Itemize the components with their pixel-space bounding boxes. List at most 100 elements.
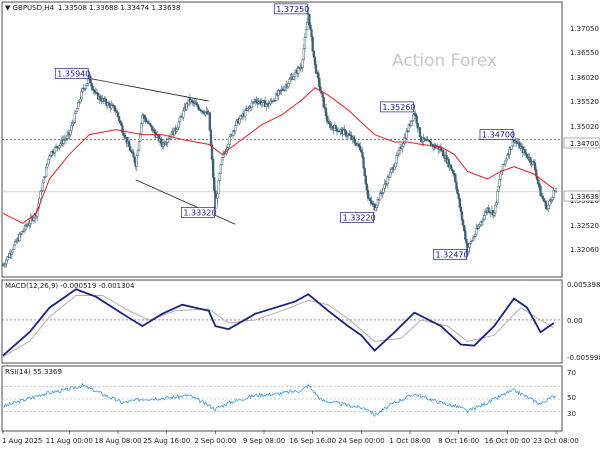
- price-label-annotations: 1.35940 1.33320 1.37250 1.35260 1.33220 1.324…: [54, 3, 515, 260]
- price-label-text: 1.32470: [436, 250, 469, 259]
- candle-body: [228, 136, 231, 145]
- current-price-box: [563, 190, 600, 202]
- candle-body: [255, 99, 258, 102]
- macd-tick-label: -0.005998: [567, 354, 600, 362]
- price-label-box: [433, 249, 467, 260]
- candle-body: [44, 166, 48, 177]
- candle-body: [135, 155, 138, 168]
- price-label-text: 1.37250: [276, 5, 309, 14]
- candle-body: [87, 78, 90, 84]
- candle-body: [451, 170, 455, 174]
- candle-body: [10, 251, 13, 255]
- candle-body: [217, 180, 220, 195]
- candle-body: [213, 177, 216, 191]
- candle-body: [479, 221, 482, 225]
- candle-body: [268, 103, 271, 107]
- trend-line: [135, 179, 236, 225]
- candle-body: [482, 215, 486, 221]
- candle-body: [419, 136, 423, 142]
- candle-body: [304, 29, 308, 38]
- candle-body: [308, 13, 311, 26]
- price-label-box: [380, 101, 414, 113]
- candle-body: [498, 179, 501, 187]
- x-tick-label: 1 Aug 2025: [2, 437, 42, 445]
- candle-body: [468, 242, 471, 248]
- candle-body: [364, 175, 367, 185]
- collapse-triangle-icon[interactable]: ▼: [5, 4, 13, 12]
- candle-body: [144, 118, 147, 122]
- candle-body: [510, 145, 513, 150]
- rsi-series: [2, 382, 562, 417]
- candle-body: [363, 167, 366, 177]
- macd-tick-label: 0.00: [567, 317, 583, 325]
- price-label-box: [181, 207, 215, 218]
- candle-body: [133, 157, 136, 164]
- level-label-box: [563, 137, 600, 149]
- candle-body: [529, 157, 532, 163]
- candle-body: [218, 173, 221, 181]
- price-label-text: 1.33320: [183, 208, 216, 217]
- candle-body: [458, 198, 461, 208]
- candle-body: [65, 134, 69, 139]
- candle-body: [541, 195, 544, 199]
- x-tick-label: 23 Oct 08:00: [533, 437, 579, 445]
- candle-body: [449, 164, 453, 170]
- candle-body: [352, 136, 355, 140]
- candle-body: [538, 183, 541, 187]
- candle-body: [357, 143, 361, 147]
- symbol-label: GBPUSD,H4: [13, 4, 55, 12]
- candle-body: [369, 197, 372, 201]
- candle-body: [460, 211, 464, 221]
- price-label-text: 1.35260: [382, 103, 415, 112]
- candle-body: [314, 64, 318, 74]
- candle-body: [235, 120, 238, 126]
- candle-body: [116, 112, 120, 117]
- candle-body: [318, 77, 321, 88]
- candle-body: [526, 154, 529, 158]
- candle-body: [496, 190, 499, 203]
- price-label-text: 1.34700: [482, 131, 515, 140]
- candle-body: [175, 129, 178, 132]
- candle-body: [402, 143, 405, 147]
- candle-body: [143, 115, 146, 119]
- rsi-panel-frame: [1, 365, 563, 432]
- candle-body: [310, 29, 313, 38]
- candle-body: [334, 125, 338, 130]
- candle-body: [344, 130, 348, 136]
- candle-body: [140, 123, 143, 134]
- candle-body: [439, 147, 443, 151]
- candle-body: [250, 102, 253, 108]
- candle-body: [234, 125, 237, 131]
- price-label-box: [54, 68, 89, 79]
- candle-body: [283, 86, 287, 91]
- candle-body: [454, 174, 457, 183]
- candle-body: [93, 90, 96, 93]
- level-axis-label: 1.34700: [570, 140, 599, 148]
- candle-body: [122, 132, 125, 136]
- candle-body: [506, 155, 509, 160]
- candle-body: [547, 204, 550, 209]
- candle-body: [397, 149, 401, 155]
- rsi-tick-label: 50: [567, 394, 576, 402]
- candle-body: [477, 225, 480, 229]
- candle-body: [136, 149, 140, 156]
- candle-body: [120, 122, 123, 126]
- candle-body: [148, 122, 152, 126]
- candle-body: [393, 166, 396, 170]
- candle-body: [390, 169, 393, 173]
- candle-body: [197, 106, 200, 110]
- candle-body: [18, 233, 21, 242]
- candle-body: [321, 92, 324, 98]
- candle-body: [412, 114, 415, 121]
- candle-body: [46, 163, 49, 168]
- candle-body: [277, 90, 280, 96]
- candle-body: [238, 118, 241, 124]
- candle-body: [394, 162, 397, 168]
- candle-body: [75, 108, 79, 112]
- price-label-text: 1.35940: [57, 69, 90, 78]
- candle-body: [459, 206, 463, 212]
- candle-body: [176, 126, 179, 130]
- price-guides: [2, 139, 562, 193]
- candle-body: [442, 149, 445, 156]
